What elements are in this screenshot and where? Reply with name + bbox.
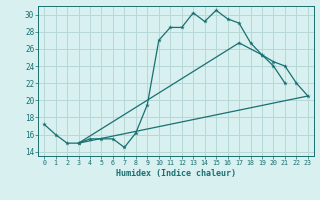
X-axis label: Humidex (Indice chaleur): Humidex (Indice chaleur) [116,169,236,178]
